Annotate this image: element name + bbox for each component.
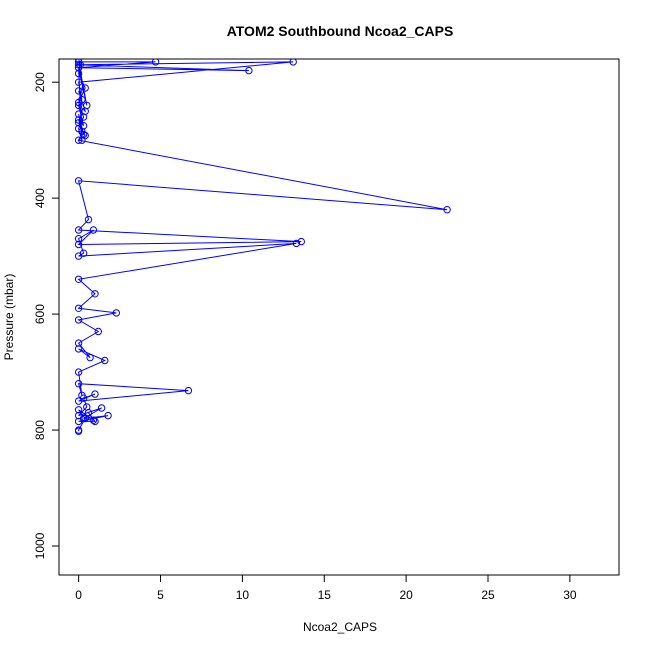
data-point [151,59,160,66]
data-point [74,78,83,86]
data-point [74,59,83,66]
x-tick-label: 25 [481,588,495,602]
y-axis-label: Pressure (mbar) [2,274,16,361]
data-point [74,119,83,127]
y-tick-label: 400 [33,188,47,208]
x-tick-label: 10 [236,588,250,602]
data-point [74,304,83,312]
data-point [74,87,83,95]
data-point [74,116,83,124]
data-point [78,95,86,104]
data-point [86,353,94,362]
x-tick-label: 30 [563,588,577,602]
data-point [74,226,83,234]
y-tick-label: 800 [33,420,47,440]
plot-frame [58,58,620,576]
x-tick-label: 5 [157,588,164,602]
data-point [97,404,106,412]
data-point [184,386,193,395]
data-point [74,240,83,249]
data-point [112,309,121,317]
data-point [74,275,83,283]
data-point [84,215,93,224]
data-point [74,380,83,388]
data-point [79,394,88,402]
data-point [81,107,89,115]
data-point [94,327,103,336]
x-axis: 0 5 10 15 20 25 30 [75,574,577,602]
data-point [91,417,99,426]
data-point [289,59,297,66]
data-point [74,235,83,243]
data-point [74,427,83,435]
data-point [74,417,83,426]
data-point [74,252,83,260]
y-tick-label: 600 [33,304,47,324]
chart-title: ATOM2 Southbound Ncoa2_CAPS [227,23,454,39]
data-point [84,409,93,417]
data-point [91,390,99,398]
data-point [104,411,112,420]
data-point [81,131,89,140]
data-point [74,177,83,185]
data-point [74,110,83,118]
x-tick-label: 15 [318,588,332,602]
data-point [74,61,83,69]
data-point [89,416,98,424]
data-point [443,206,451,214]
series-line [77,59,448,432]
x-axis-label: Ncoa2_CAPS [303,620,377,634]
data-point [297,237,305,246]
data-point [74,316,83,324]
data-point [101,356,109,365]
data-point [91,290,99,298]
series-layer [74,59,451,435]
data-point [74,64,83,72]
data-point [89,226,98,234]
x-tick-label: 20 [399,588,413,602]
data-point [74,406,83,414]
data-point [74,101,83,110]
y-tick-label: 1000 [33,532,47,559]
data-point [74,136,83,144]
y-tick-label: 200 [33,72,47,92]
data-point [74,368,83,376]
data-point [81,414,89,423]
data-point [74,339,83,347]
data-point [74,345,83,353]
data-point [74,69,83,78]
x-tick-label: 0 [75,588,82,602]
data-point [81,84,89,92]
data-point [245,66,253,75]
y-axis: 200 400 600 800 1000 [33,72,60,559]
data-point [292,239,301,248]
